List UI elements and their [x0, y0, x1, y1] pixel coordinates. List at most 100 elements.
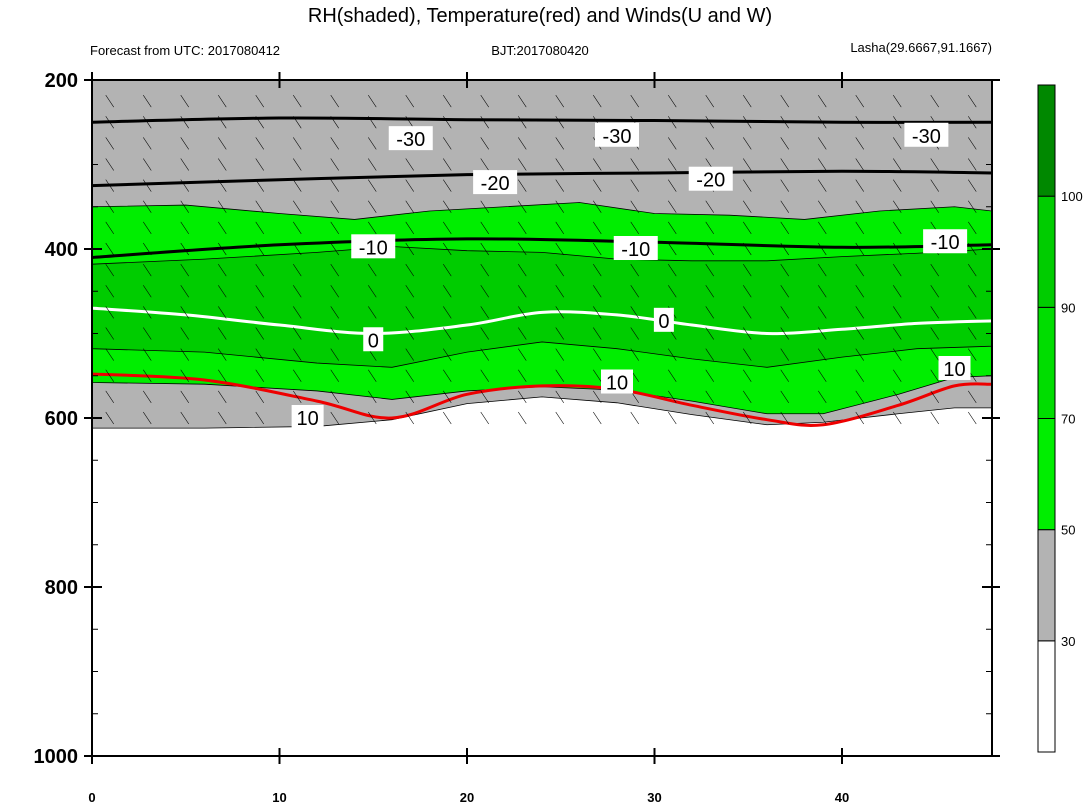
wind-barb [630, 327, 639, 340]
y-tick-label-2: 600 [45, 408, 78, 430]
wind-barb [405, 348, 414, 361]
wind-barb [143, 369, 152, 382]
wind-barb [780, 242, 789, 256]
wind-barb [818, 242, 827, 256]
wind-barb [630, 200, 639, 213]
wind-barb [443, 327, 452, 340]
wind-barb [743, 411, 752, 425]
wind-barb [780, 179, 789, 192]
svg-text:-20: -20 [696, 170, 725, 192]
wind-barb [780, 411, 789, 425]
wind-barb [855, 306, 864, 319]
x-tick-label-4: 40 [835, 790, 849, 805]
wind-barb [218, 306, 227, 319]
wind-barb [930, 411, 939, 425]
wind-barb [818, 306, 827, 319]
wind-barb [893, 116, 902, 129]
contour-label-7: -10 [923, 229, 968, 254]
wind-barb [780, 306, 789, 319]
wind-barb [293, 285, 302, 298]
wind-barb [105, 327, 114, 340]
wind-barb [368, 306, 377, 319]
wind-barb [893, 200, 902, 213]
wind-barb [818, 200, 827, 213]
wind-barb [630, 221, 639, 235]
wind-barb [593, 369, 602, 382]
wind-barb [405, 200, 414, 213]
wind-barb [255, 369, 264, 382]
wind-barb [143, 390, 152, 404]
wind-barb [593, 306, 602, 319]
wind-barb [143, 306, 152, 319]
wind-barb [593, 327, 602, 340]
wind-barb [705, 327, 714, 340]
wind-barb [105, 179, 114, 192]
wind-barb [968, 263, 977, 277]
wind-barb [180, 411, 189, 425]
contour-label-1: -30 [595, 122, 639, 148]
wind-barb [593, 200, 602, 213]
wind-barb [218, 263, 227, 277]
wind-barb [968, 242, 977, 256]
wind-barb [780, 158, 789, 171]
contour-label-4: -20 [688, 166, 733, 192]
wind-barb [893, 411, 902, 425]
wind-barb [105, 306, 114, 319]
colorbar-swatch-3 [1037, 306, 1056, 420]
wind-barb [480, 158, 489, 171]
wind-barb [668, 116, 677, 129]
wind-barb [555, 390, 564, 404]
wind-barb [105, 263, 114, 277]
colorbar-label-4: 100 [1061, 189, 1083, 204]
wind-barb [405, 306, 414, 319]
wind-barb [443, 158, 452, 171]
contour-label-10: 10 [291, 405, 324, 430]
wind-barb [555, 116, 564, 129]
svg-text:-30: -30 [912, 126, 941, 148]
x-axis: 0 10 20 30 40 [88, 72, 849, 805]
wind-barb [518, 158, 527, 171]
wind-barb [443, 285, 452, 298]
wind-barb [630, 263, 639, 277]
wind-barb [855, 116, 864, 129]
svg-text:-10: -10 [359, 237, 388, 259]
wind-barb [293, 221, 302, 235]
wind-barb [705, 242, 714, 256]
wind-barb [255, 242, 264, 256]
wind-barb [480, 116, 489, 129]
wind-barb [855, 200, 864, 213]
wind-barb [930, 369, 939, 382]
wind-barb [818, 221, 827, 235]
wind-barb [180, 285, 189, 298]
wind-barb [405, 369, 414, 382]
wind-barb [255, 116, 264, 129]
wind-barb [930, 179, 939, 192]
wind-barb [480, 242, 489, 256]
wind-barb [555, 137, 564, 150]
wind-barb [818, 158, 827, 171]
wind-barb [630, 158, 639, 171]
wind-barb [630, 94, 639, 108]
wind-barb [293, 390, 302, 404]
wind-barb [705, 369, 714, 382]
wind-barb [518, 94, 527, 108]
wind-barb [518, 369, 527, 382]
wind-barb [705, 200, 714, 213]
wind-barb [293, 263, 302, 277]
wind-barb [405, 327, 414, 340]
wind-barb [218, 242, 227, 256]
wind-barb [218, 327, 227, 340]
wind-barb [143, 285, 152, 298]
wind-barb [855, 94, 864, 108]
wind-barb [330, 411, 339, 425]
wind-barb [818, 348, 827, 361]
wind-barb [893, 158, 902, 171]
wind-barb [855, 369, 864, 382]
wind-barb [893, 348, 902, 361]
wind-barb [780, 327, 789, 340]
wind-barb [893, 285, 902, 298]
wind-barb [330, 200, 339, 213]
wind-barb [218, 369, 227, 382]
colorbar-swatch-5 [1037, 84, 1056, 197]
